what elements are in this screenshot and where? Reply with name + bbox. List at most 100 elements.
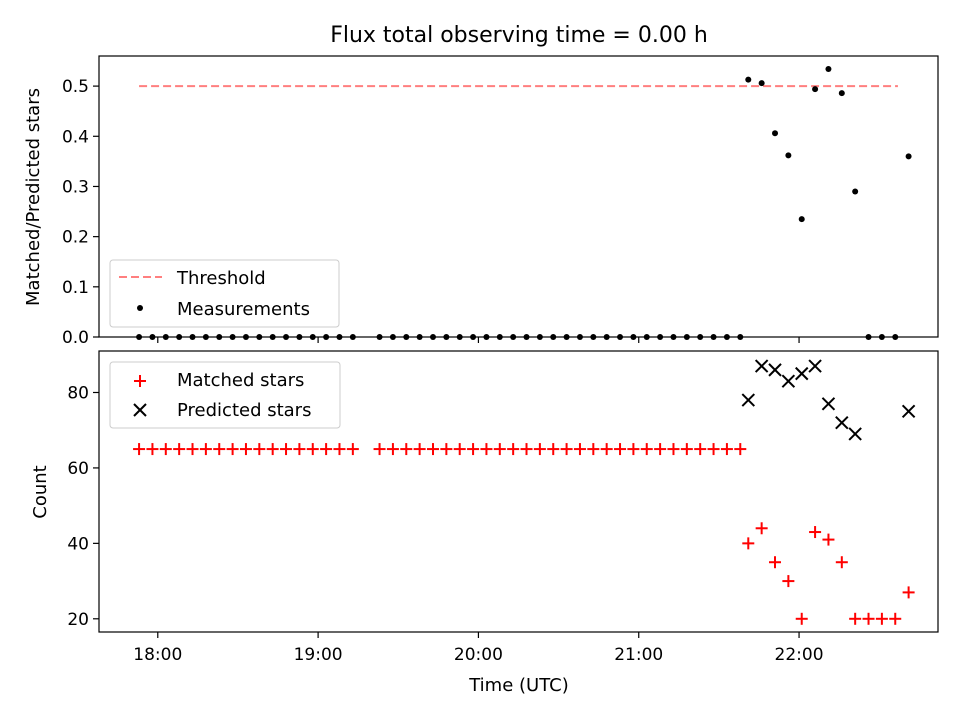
predicted-stars-point xyxy=(781,374,796,388)
top-plot-frame xyxy=(98,55,939,338)
top-y-tick-label: 0.1 xyxy=(62,278,89,298)
bottom-x-tick-label: 20:00 xyxy=(454,645,503,665)
predicted-stars-point xyxy=(821,397,836,411)
matched-stars-point xyxy=(755,522,768,535)
matched-stars-point xyxy=(226,443,239,456)
legend-matched-swatch xyxy=(134,375,146,387)
matched-stars-point xyxy=(587,443,600,456)
legend-measurements-label: Measurements xyxy=(177,299,310,320)
matched-stars-point xyxy=(426,443,439,456)
bottom-legend: Matched stars Predicted stars xyxy=(109,361,341,429)
top-y-tick-label: 0.4 xyxy=(62,127,89,147)
bottom-y-tick-label: 20 xyxy=(67,610,89,630)
matched-stars-point xyxy=(720,443,733,456)
measurement-point xyxy=(772,130,779,137)
measurement-point xyxy=(838,90,845,97)
bottom-y-tick-label: 80 xyxy=(67,383,89,403)
matched-stars-point xyxy=(467,443,480,456)
top-x-axis xyxy=(157,337,800,343)
predicted-stars-point xyxy=(741,393,755,407)
matched-stars-point xyxy=(440,443,453,456)
top-y-tick-label: 0.5 xyxy=(62,77,89,97)
matched-stars-point xyxy=(253,443,266,456)
matched-stars-point xyxy=(694,443,707,456)
measurement-point xyxy=(812,86,819,93)
matched-stars-point xyxy=(680,443,693,456)
bottom-x-tick-label: 19:00 xyxy=(294,645,343,665)
matched-stars-point xyxy=(654,443,667,456)
matched-stars-point xyxy=(333,443,346,456)
top-series xyxy=(136,66,912,340)
legend-matched-label: Matched stars xyxy=(177,370,304,391)
matched-stars-point xyxy=(875,612,888,625)
matched-stars-point xyxy=(862,612,875,625)
matched-stars-point xyxy=(280,443,293,456)
predicted-stars-point xyxy=(835,415,849,430)
matched-stars-point xyxy=(667,443,680,456)
measurement-point xyxy=(905,153,912,160)
measurement-point xyxy=(798,216,805,223)
legend-measurements-swatch xyxy=(137,305,143,311)
matched-stars-point xyxy=(266,443,279,456)
matched-stars-point xyxy=(493,443,506,456)
matched-stars-point xyxy=(453,443,466,456)
x-axis-label: Time (UTC) xyxy=(468,675,569,696)
legend-predicted-label: Predicted stars xyxy=(177,400,311,421)
measurement-point xyxy=(745,76,752,83)
matched-stars-point xyxy=(742,537,755,550)
matched-stars-point xyxy=(199,443,212,456)
bottom-x-axis: 18:00 19:00 20:00 21:00 22:00 xyxy=(133,632,824,665)
matched-stars-point xyxy=(133,443,146,456)
bottom-series xyxy=(133,359,916,625)
matched-stars-point xyxy=(173,443,186,456)
chart-title: Flux total observing time = 0.00 h xyxy=(330,23,708,48)
bottom-y-axis: 20 40 60 80 xyxy=(67,383,99,630)
predicted-stars-point xyxy=(768,363,782,377)
matched-stars-point xyxy=(159,443,172,456)
matched-stars-point xyxy=(707,443,720,456)
bottom-y-tick-label: 40 xyxy=(67,534,89,554)
matched-stars-point xyxy=(520,443,533,456)
matched-stars-point xyxy=(809,526,822,539)
bottom-x-tick-label: 21:00 xyxy=(614,645,663,665)
top-y-tick-label: 0.3 xyxy=(62,177,89,197)
matched-stars-point xyxy=(902,586,915,599)
matched-stars-point xyxy=(239,443,252,456)
bottom-y-tick-label: 60 xyxy=(67,459,89,479)
matched-stars-point xyxy=(186,443,199,456)
matched-stars-point xyxy=(400,443,413,456)
top-y-tick-label: 0.0 xyxy=(62,328,89,348)
predicted-stars-point xyxy=(795,366,809,381)
matched-stars-point xyxy=(547,443,560,456)
bottom-legend-box xyxy=(109,361,341,429)
predicted-stars-point xyxy=(848,427,862,441)
top-y-tick-label: 0.2 xyxy=(62,228,89,248)
top-legend: Threshold Measurements xyxy=(109,259,340,328)
legend-predicted-swatch xyxy=(133,403,147,417)
matched-stars-point xyxy=(573,443,586,456)
measurement-point xyxy=(825,66,832,73)
predicted-stars-point xyxy=(901,404,916,419)
matched-stars-point xyxy=(627,443,640,456)
matched-stars-point xyxy=(769,556,782,569)
matched-stars-point xyxy=(213,443,226,456)
matched-stars-point xyxy=(373,443,386,456)
matched-stars-point xyxy=(640,443,653,456)
matched-stars-point xyxy=(614,443,627,456)
matched-stars-point xyxy=(734,443,747,456)
matched-stars-point xyxy=(849,612,862,625)
matched-stars-point xyxy=(782,575,795,588)
matched-stars-point xyxy=(600,443,613,456)
measurement-point xyxy=(785,152,792,159)
bottom-y-axis-label: Count xyxy=(30,465,51,518)
bottom-x-tick-label: 22:00 xyxy=(775,645,824,665)
top-y-axis-label: Matched/Predicted stars xyxy=(23,88,44,306)
bottom-x-tick-label: 18:00 xyxy=(133,645,182,665)
matched-stars-point xyxy=(480,443,493,456)
top-y-axis: 0.0 0.1 0.2 0.3 0.4 0.5 xyxy=(62,77,99,348)
matched-stars-point xyxy=(146,443,159,456)
matched-stars-point xyxy=(386,443,399,456)
predicted-stars-point xyxy=(754,359,769,373)
matched-stars-point xyxy=(835,556,848,569)
